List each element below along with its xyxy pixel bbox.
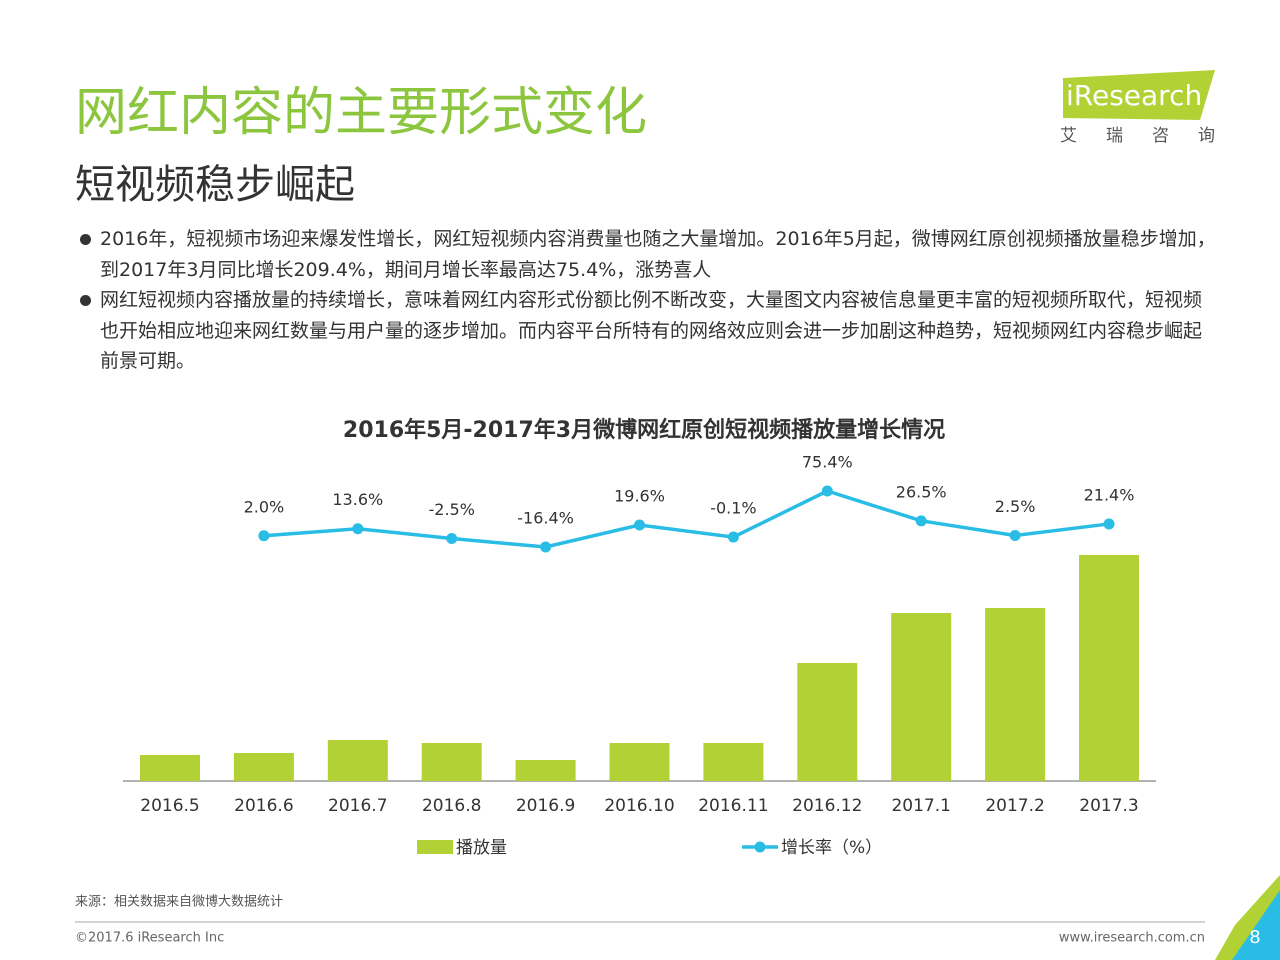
legend-swatch — [754, 841, 766, 853]
legend-label: 播放量 — [456, 838, 507, 858]
x-tick-label: 2016.5 — [140, 796, 199, 816]
data-label: -16.4% — [517, 509, 574, 528]
data-label: 19.6% — [614, 487, 665, 506]
bar — [515, 760, 576, 781]
bullet: 2016年，短视频市场迎来爆发性增长，网红短视频内容消费量也随之大量增加。201… — [78, 224, 1218, 285]
slide-title: 网红内容的主要形式变化 — [75, 83, 648, 143]
x-tick-label: 2016.8 — [422, 796, 481, 816]
bar — [140, 755, 200, 781]
x-tick-label: 2016.7 — [328, 796, 387, 816]
data-label: 26.5% — [896, 482, 947, 501]
bar — [609, 743, 670, 781]
slide-subtitle: 短视频稳步崛起 — [75, 162, 355, 208]
copyright: ©2017.6 iResearch Inc — [75, 931, 224, 946]
website: www.iresearch.com.cn — [1059, 931, 1205, 946]
x-tick-label: 2016.10 — [604, 796, 674, 816]
point — [1009, 529, 1021, 541]
point — [258, 530, 270, 542]
x-tick-label: 2016.9 — [516, 796, 575, 816]
x-tick-label: 2017.3 — [1079, 796, 1138, 816]
x-tick-label: 2016.6 — [234, 796, 293, 816]
bullet: 网红短视频内容播放量的持续增长，意味着网红内容形式份额比例不断改变，大量图文内容… — [78, 285, 1218, 377]
logo-badge — [1063, 70, 1215, 120]
bar — [327, 740, 388, 781]
chart-title: 2016年5月-2017年3月微博网红原创短视频播放量增长情况 — [343, 417, 945, 443]
bar — [1079, 555, 1139, 781]
point — [352, 523, 364, 535]
point — [540, 541, 552, 553]
bar — [985, 608, 1046, 781]
data-label: 21.4% — [1084, 485, 1135, 504]
data-label: 2.5% — [995, 497, 1036, 516]
logo-cn: 艾 瑞 咨 询 — [1060, 126, 1215, 146]
bar — [797, 663, 858, 781]
data-label: 13.6% — [332, 490, 383, 509]
bar — [233, 753, 294, 781]
point — [821, 485, 833, 497]
page-number: 8 — [1249, 927, 1260, 948]
line — [263, 489, 1110, 549]
x-tick-label: 2016.12 — [792, 796, 862, 816]
bullet-list: 2016年，短视频市场迎来爆发性增长，网红短视频内容消费量也随之大量增加。201… — [78, 224, 1218, 377]
legend-label: 增长率（%） — [781, 838, 882, 858]
x-tick-label: 2017.1 — [891, 796, 950, 816]
legend-swatch — [417, 840, 453, 854]
x-tick-label: 2016.11 — [698, 796, 768, 816]
data-label: 2.0% — [244, 497, 285, 516]
bar — [891, 613, 952, 781]
source: 来源：相关数据来自微博大数据统计 — [75, 895, 283, 910]
corner-blue — [1232, 890, 1280, 960]
data-label: 75.4% — [802, 453, 853, 472]
bar — [421, 743, 482, 781]
bar — [703, 743, 764, 781]
point — [446, 533, 458, 545]
data-label: -0.1% — [710, 499, 756, 518]
data-label: -2.5% — [428, 500, 474, 519]
point — [727, 531, 739, 543]
logo-brand: iResearch — [1066, 79, 1202, 112]
point — [915, 515, 927, 527]
point — [634, 519, 645, 531]
point — [1103, 518, 1115, 530]
x-tick-label: 2017.2 — [985, 796, 1044, 816]
